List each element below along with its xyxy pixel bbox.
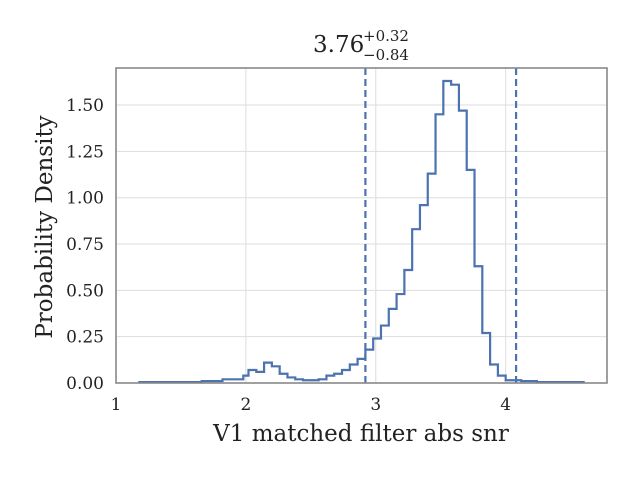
plot-frame [115,67,608,384]
y-tick-label: 1.25 [66,142,104,162]
title-upper-error: +0.32 [363,27,409,45]
y-tick-label: 0.75 [66,235,104,255]
y-tick-label: 1.50 [66,96,104,116]
grid-lines [115,68,607,384]
y-tick-label: 0.25 [66,328,104,348]
y-tick-label: 0.50 [66,281,104,301]
chart-title: 3.76 +0.32 −0.84 [313,27,409,64]
x-tick-label: 2 [240,395,251,415]
x-tick-label: 3 [370,395,381,415]
title-lower-error: −0.84 [363,46,409,64]
y-tick-label: 0.00 [66,374,104,394]
x-tick-label: 4 [500,395,511,415]
histogram-step-line [138,79,585,384]
y-axis-ticks: 0.00 0.25 0.50 0.75 1.00 1.25 1.50 [66,96,104,394]
quantile-lines [364,68,518,383]
y-tick-label: 1.00 [66,189,104,209]
y-axis-label: Probability Density [32,115,58,338]
title-median: 3.76 [313,32,364,58]
histogram-series [138,79,585,384]
x-tick-label: 1 [111,395,122,415]
x-axis-label: V1 matched filter abs snr [212,421,509,447]
x-axis-ticks: 1 2 3 4 [111,395,512,415]
